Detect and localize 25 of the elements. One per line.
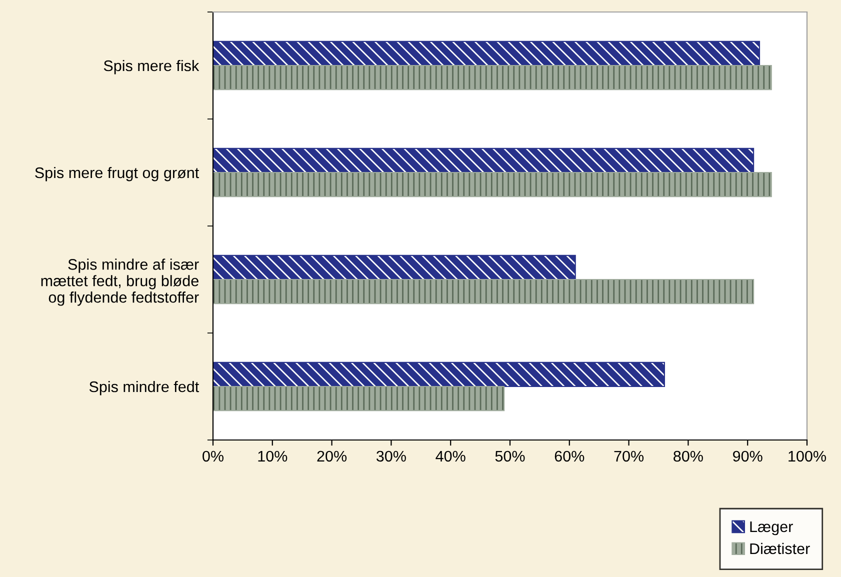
y-tick-label: Spis mere fisk — [104, 60, 200, 74]
bar — [213, 64, 772, 90]
y-tick-label: Spis mindre fedt — [89, 380, 200, 396]
x-tick-label: 20% — [317, 450, 347, 462]
y-tick-label: Spis mindre af især mættet fedt, brug bløde og flydende fedtstoffer — [41, 258, 199, 306]
legend-label: Diætister — [750, 542, 810, 554]
x-tick-label: 60% — [554, 450, 584, 462]
x-tick-label: 0% — [202, 450, 224, 462]
bar — [213, 278, 754, 304]
bar — [213, 362, 665, 388]
bar — [213, 254, 576, 280]
bar — [213, 386, 505, 412]
bar — [213, 172, 772, 198]
x-tick-label: 10% — [258, 450, 288, 462]
x-tick-label: 30% — [376, 450, 406, 462]
x-tick-label: 90% — [733, 450, 762, 462]
x-tick-label: 80% — [674, 450, 703, 462]
bar — [213, 148, 754, 174]
y-tick-label: Spis mere frugt og grønt — [35, 166, 200, 182]
x-tick-label: 100% — [788, 450, 826, 462]
bar — [213, 40, 760, 66]
x-tick-label: 40% — [436, 450, 466, 462]
legend-label: Læger — [750, 521, 793, 536]
x-tick-label: 50% — [495, 450, 525, 462]
x-tick-label: 70% — [614, 450, 644, 462]
